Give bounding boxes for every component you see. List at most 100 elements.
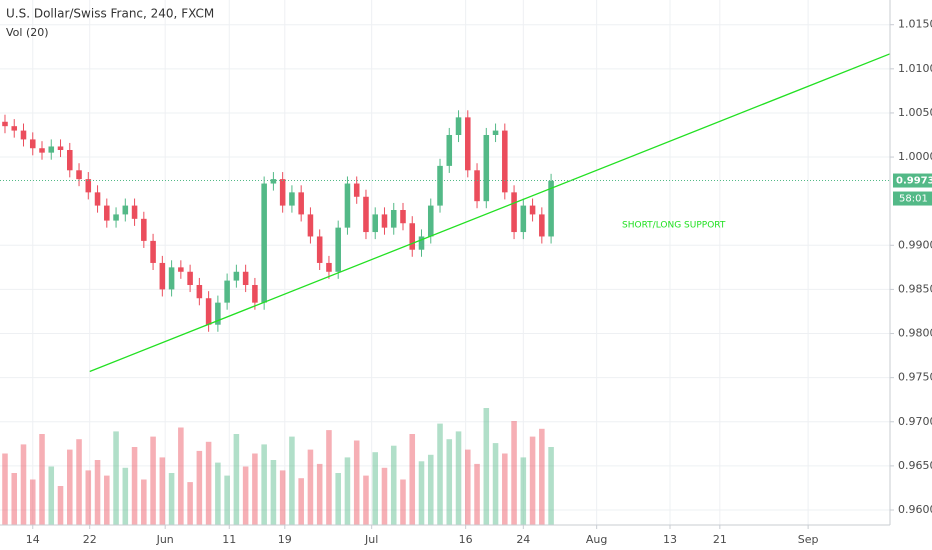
- candle-body: [76, 170, 82, 180]
- chart-title: U.S. Dollar/Swiss Franc, 240, FXCM: [6, 7, 214, 21]
- x-tick-label: 21: [713, 533, 727, 546]
- candle-body: [233, 271, 240, 281]
- candle-body: [20, 130, 27, 140]
- volume-bar: [326, 430, 332, 525]
- candle-body: [390, 210, 397, 228]
- countdown-label: 58:01: [899, 194, 928, 205]
- x-tick-label: 16: [459, 533, 473, 546]
- y-tick-label: 0.96000: [898, 503, 932, 516]
- volume-bar: [104, 475, 110, 525]
- x-tick-label: 24: [516, 533, 530, 546]
- volume-bar: [529, 436, 536, 525]
- volume-bar: [279, 470, 286, 525]
- volume-bar: [76, 439, 82, 525]
- countdown-box: [893, 191, 932, 206]
- candle-body: [307, 214, 314, 237]
- candle-body: [85, 179, 92, 193]
- candle-body: [94, 192, 101, 206]
- volume-bar: [390, 445, 397, 525]
- x-tick-label: 11: [222, 533, 236, 546]
- volume-bar: [205, 441, 212, 525]
- candle-body: [196, 285, 203, 299]
- candle-body: [224, 280, 230, 303]
- y-tick-label: 1.01500: [898, 18, 932, 31]
- volume-bar: [289, 436, 295, 525]
- candle-body: [511, 192, 517, 233]
- trend-line: [89, 53, 891, 373]
- candle-body: [2, 121, 8, 127]
- y-tick-label: 0.98500: [898, 282, 932, 295]
- candle-body: [316, 236, 323, 263]
- candle-body: [335, 227, 341, 272]
- candle-body: [252, 285, 258, 303]
- x-tick-label: 14: [26, 533, 40, 546]
- last-price-label: 0.99734: [896, 176, 932, 187]
- volume-bar: [20, 444, 27, 525]
- y-tick-label: 0.97000: [898, 415, 932, 428]
- volume-bar: [446, 439, 453, 525]
- candle-body: [122, 205, 129, 215]
- candle-body: [289, 192, 295, 206]
- candle-body: [215, 302, 221, 325]
- candle-body: [427, 205, 434, 237]
- volume-title: Vol (20): [6, 26, 49, 39]
- volume-bar: [94, 460, 101, 525]
- candle-body: [48, 146, 55, 153]
- candle-body: [104, 205, 110, 221]
- candle-body: [344, 183, 351, 228]
- candle-body: [39, 148, 45, 153]
- y-tick-label: 0.99000: [898, 238, 932, 251]
- candle-body: [150, 240, 156, 263]
- volume-bar: [418, 461, 425, 525]
- x-tick-label: 13: [663, 533, 677, 546]
- candle-body: [159, 262, 166, 290]
- x-tick-label: Jun: [156, 533, 174, 546]
- volume-bar: [465, 449, 471, 525]
- volume-bar: [548, 447, 554, 525]
- volume-bar: [85, 470, 92, 525]
- volume-bar: [363, 475, 369, 525]
- candle-body: [187, 271, 193, 285]
- grid: [0, 0, 890, 525]
- candle-body: [372, 214, 379, 233]
- volume-bar: [474, 463, 480, 525]
- candle-body: [502, 130, 508, 193]
- candle-body: [400, 210, 406, 224]
- volume-bar: [252, 453, 258, 525]
- volume-bar: [261, 444, 267, 525]
- y-tick-label: 1.01000: [898, 62, 932, 75]
- volume-bar: [520, 457, 527, 525]
- volume-bar: [483, 408, 490, 525]
- x-tick-label: 19: [278, 533, 292, 546]
- candle-body: [548, 180, 554, 237]
- candle-body: [326, 262, 332, 272]
- candle-body: [409, 223, 416, 250]
- overlay-layer: SHORT/LONG SUPPORT: [0, 53, 891, 373]
- candle-body: [465, 117, 471, 171]
- candle-body: [29, 139, 36, 149]
- candle-body: [261, 183, 267, 303]
- volume-layer: [2, 408, 554, 525]
- volume-bar: [344, 457, 351, 525]
- volume-bar: [400, 479, 406, 525]
- candle-body: [168, 267, 175, 290]
- volume-bar: [66, 449, 73, 525]
- x-tick-label: Aug: [586, 533, 607, 546]
- candle-body: [492, 130, 499, 135]
- x-tick-label: Sep: [798, 533, 819, 546]
- candle-body: [455, 117, 462, 135]
- volume-bar: [298, 478, 304, 525]
- candle-body: [242, 271, 249, 285]
- candle-body: [66, 150, 73, 171]
- volume-bar: [159, 457, 166, 525]
- volume-bar: [233, 434, 240, 525]
- volume-bar: [29, 479, 36, 525]
- volume-bar: [11, 473, 18, 525]
- volume-bar: [187, 482, 193, 525]
- candle-body: [483, 135, 490, 202]
- volume-bar: [353, 440, 360, 525]
- candle-body: [11, 126, 18, 131]
- candle-body: [279, 179, 286, 206]
- volume-bar: [502, 453, 508, 525]
